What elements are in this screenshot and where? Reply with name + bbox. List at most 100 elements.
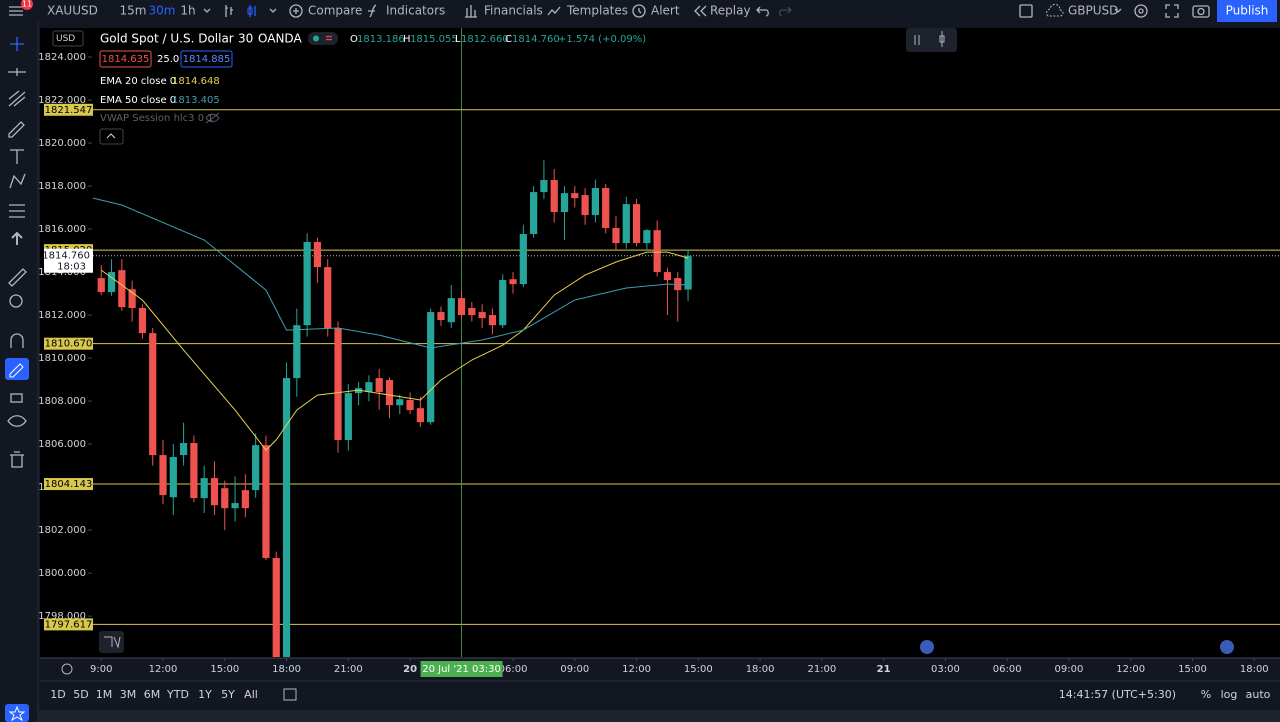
range-button[interactable]: 1M: [96, 688, 113, 701]
interval[interactable]: 1h: [180, 4, 195, 18]
ohlc-key: H: [403, 34, 411, 45]
watchlist-star[interactable]: [5, 704, 29, 722]
financials-button[interactable]: Financials: [484, 4, 543, 18]
range-button[interactable]: 6M: [144, 688, 161, 701]
redo[interactable]: [779, 6, 792, 17]
candle-body: [427, 312, 435, 423]
bar-style[interactable]: [225, 5, 233, 17]
level-label-box: [44, 478, 93, 491]
candle-body: [468, 307, 476, 316]
instrument-interval: 30: [238, 32, 253, 46]
replay-button[interactable]: Replay: [710, 4, 751, 18]
line-tool[interactable]: [8, 68, 26, 76]
indicator-label[interactable]: VWAP Session hlc3 0 1: [100, 113, 214, 124]
menu-button[interactable]: [9, 6, 23, 16]
brush-tool[interactable]: [8, 121, 25, 138]
auto-toggle[interactable]: auto: [1246, 688, 1271, 701]
candle-body: [509, 279, 517, 285]
collapse-button[interactable]: [99, 128, 124, 145]
alert-button[interactable]: Alert: [651, 4, 680, 18]
candle-body: [272, 558, 280, 657]
axis-layer: 1798.0001800.0001802.0001804.0001806.000…: [38, 52, 1280, 677]
event-flag[interactable]: [1220, 640, 1234, 654]
percent-toggle[interactable]: %: [1201, 688, 1211, 701]
compare-button[interactable]: Compare: [308, 4, 362, 18]
magnet-tool[interactable]: [10, 333, 24, 348]
legend: USD Gold Spot / U.S. Dollar 30 OANDA O 1…: [52, 28, 1234, 675]
candle-style[interactable]: [249, 5, 256, 17]
candle-body: [571, 193, 579, 199]
candle-body: [118, 270, 126, 308]
interval[interactable]: 15m: [120, 4, 147, 18]
lock-tool[interactable]: [10, 393, 23, 403]
fib-tool[interactable]: [8, 90, 26, 107]
indicators-button[interactable]: Indicators: [386, 4, 445, 18]
x-tick-label: 12:00: [149, 664, 178, 675]
zoom-tool[interactable]: [9, 294, 23, 308]
measure-tool[interactable]: [8, 268, 27, 287]
crosshair-tool[interactable]: [10, 37, 24, 51]
log-toggle[interactable]: log: [1221, 688, 1238, 701]
sell-box[interactable]: [99, 50, 152, 68]
candle-body: [324, 267, 332, 328]
layout-button[interactable]: [1019, 4, 1033, 18]
range-button[interactable]: YTD: [166, 688, 189, 701]
bid[interactable]: 1814.635: [102, 54, 150, 65]
x-tick-label: 06:00: [993, 664, 1022, 675]
candle-body: [262, 445, 270, 559]
chevron[interactable]: [1114, 8, 1122, 13]
layout-name[interactable]: GBPUSD: [1068, 4, 1118, 18]
chevron[interactable]: [269, 8, 277, 13]
axis-settings[interactable]: [61, 663, 73, 675]
prediction-tool[interactable]: [9, 204, 25, 218]
badge: [21, 0, 33, 10]
currency[interactable]: USD: [56, 34, 75, 44]
drawing-mode-icon: [9, 363, 24, 378]
settings-button[interactable]: [1134, 4, 1148, 18]
indicators-icon: [368, 4, 377, 18]
x-tick-label: 18:00: [1240, 664, 1269, 675]
range-button[interactable]: 5D: [73, 688, 88, 701]
candle-body: [149, 333, 157, 456]
hidden-icon[interactable]: [205, 112, 220, 124]
y-tick-label: 1824.000: [38, 52, 86, 63]
status-dot: [313, 35, 319, 42]
range-button[interactable]: 1D: [50, 688, 65, 701]
x-tick-label: 21:00: [334, 664, 363, 675]
x-tick-label: 09:00: [560, 664, 589, 675]
fullscreen-button[interactable]: [1165, 4, 1179, 18]
templates-button[interactable]: Templates: [566, 4, 628, 18]
range-button[interactable]: All: [244, 688, 258, 701]
drawing-mode[interactable]: [5, 358, 29, 380]
range-button[interactable]: 1Y: [198, 688, 212, 701]
text-tool[interactable]: [10, 149, 24, 164]
publish-label[interactable]: Publish: [1226, 4, 1269, 18]
candle-body: [293, 325, 301, 379]
ask[interactable]: 1814.885: [183, 54, 231, 65]
chevron[interactable]: [203, 8, 211, 13]
candle-body: [478, 312, 486, 319]
undo[interactable]: [756, 6, 769, 17]
indicator-label[interactable]: EMA 50 close 0: [100, 95, 176, 106]
alert-icon: [632, 4, 646, 18]
indicator-label[interactable]: EMA 20 close 0: [100, 76, 176, 87]
snapshot-button[interactable]: [1192, 5, 1210, 18]
pattern-tool[interactable]: [9, 173, 26, 189]
instrument-source: OANDA: [258, 32, 302, 46]
interval[interactable]: 30m: [149, 4, 176, 18]
clock[interactable]: 14:41:57 (UTC+5:30): [1059, 688, 1176, 701]
range-button[interactable]: 5Y: [221, 688, 235, 701]
candle-body: [344, 393, 352, 441]
goto-date[interactable]: [283, 688, 297, 701]
arrow-tool[interactable]: [11, 231, 23, 245]
buy-box[interactable]: [180, 50, 233, 68]
candle-body: [591, 187, 599, 216]
range-button[interactable]: 3M: [120, 688, 137, 701]
floating-toolbar[interactable]: [906, 28, 957, 52]
delete-tool[interactable]: [10, 451, 24, 468]
publish-button[interactable]: [1217, 0, 1277, 22]
event-flag[interactable]: [920, 640, 934, 654]
visibility-tool[interactable]: [7, 415, 27, 427]
currency-box[interactable]: [52, 30, 84, 47]
symbol[interactable]: XAUUSD: [47, 4, 98, 18]
